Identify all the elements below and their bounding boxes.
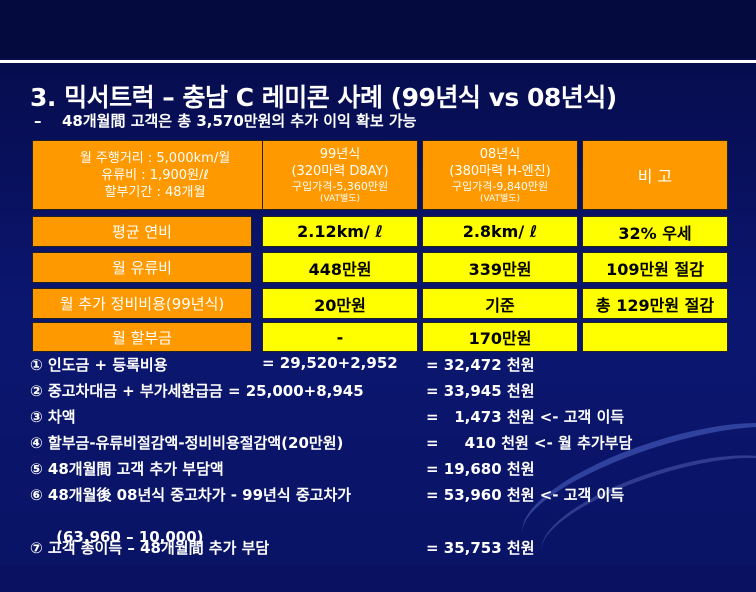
calc-line-5-left: ⑤ 48개월間 고객 추가 부담액	[30, 460, 224, 478]
row-label-fuel-efficiency: 평균 연비	[32, 216, 252, 247]
calc-line-7: ⑦ 고객 총이득 – 48개월間 추가 부담 = 35,753 천원	[30, 537, 535, 558]
subtitle-dash: –	[34, 112, 42, 130]
slide-background	[0, 0, 756, 566]
header-divider	[0, 60, 756, 63]
calc-line-1: ① 인도금 + 등록비용 = 29,520+2,952 = 32,472 천원	[30, 354, 535, 375]
slide-subtitle: – 48개월間 고객은 총 3,570만원의 추가 이익 확보 가능	[34, 110, 416, 131]
row-installment-note	[582, 322, 728, 352]
calc-line-1-right: = 32,472 천원	[426, 356, 535, 374]
calc-line-2: ② 중고차대금 + 부가세환급금 = 25,000+8,945 = 33,945…	[30, 380, 535, 401]
row-installment-99: -	[262, 322, 418, 352]
calc-line-7-left: ⑦ 고객 총이득 – 48개월間 추가 부담	[30, 539, 270, 557]
calc-line-5: ⑤ 48개월間 고객 추가 부담액 = 19,680 천원	[30, 458, 535, 479]
row-fuel-cost-note: 109만원 절감	[582, 252, 728, 283]
calc-line-3-right: = 1,473 천원 <- 고객 이득	[426, 408, 625, 426]
calc-line-3-left: ③ 차액	[30, 408, 76, 426]
calc-line-5-right: = 19,680 천원	[426, 460, 535, 478]
slide-title: 3. 믹서트럭 – 충남 C 레미콘 사례 (99년식 vs 08년식)	[30, 83, 617, 112]
condition-mileage: 월 주행거리 : 5,000km/월	[79, 150, 231, 166]
calc-line-4-left: ④ 할부금-유류비절감액-정비비용절감액(20만원)	[30, 434, 344, 452]
col99-price: 구입가격-5,360만원	[291, 179, 389, 193]
col08-year: 08년식	[479, 146, 521, 162]
row-maintenance-99: 20만원	[262, 288, 418, 319]
condition-installment: 할부기간 : 48개월	[104, 184, 206, 200]
calc-line-7-right: = 35,753 천원	[426, 539, 535, 557]
conditions-header-cell: 월 주행거리 : 5,000km/월 유류비 : 1,900원/ℓ 할부기간 :…	[32, 140, 278, 210]
slide-header-band	[0, 0, 756, 58]
calc-line-6-left: ⑥ 48개월後 08년식 중고차가 - 99년식 중고차가	[30, 486, 352, 504]
subtitle-text: 48개월間 고객은 총 3,570만원의 추가 이익 확보 가능	[62, 112, 417, 130]
calc-line-3: ③ 차액 = 1,473 천원 <- 고객 이득	[30, 406, 624, 427]
col99-header-cell: 99년식 (320마력 D8AY) 구입가격-5,360만원 (VAT별도)	[262, 140, 418, 210]
row-installment-08: 170만원	[422, 322, 578, 352]
row-fuel-cost-08: 339만원	[422, 252, 578, 283]
col99-model: (320마력 D8AY)	[291, 163, 389, 179]
col99-year: 99년식	[319, 146, 361, 162]
calc-line-4: ④ 할부금-유류비절감액-정비비용절감액(20만원) = 410 천원 <- 월…	[30, 432, 632, 453]
calc-line-1-mid: = 29,520+2,952	[262, 354, 398, 372]
calc-line-6-right: = 53,960 천원 <- 고객 이득	[426, 486, 625, 504]
calc-line-6-detail: (63,960 – 10,000)	[30, 510, 204, 546]
row-maintenance-08: 기준	[422, 288, 578, 319]
row-label-installment: 월 할부금	[32, 322, 252, 352]
calc-line-4-right: = 410 천원 <- 월 추가부담	[426, 434, 633, 452]
col08-price: 구입가격-9,840만원	[451, 179, 549, 193]
row-label-maintenance: 월 추가 정비비용(99년식)	[32, 288, 252, 319]
row-fuel-cost-99: 448만원	[262, 252, 418, 283]
calc-line-6-detail-text: (63,960 – 10,000)	[40, 528, 204, 546]
calc-line-1-left: ① 인도금 + 등록비용	[30, 356, 168, 374]
row-fuel-efficiency-note: 32% 우세	[582, 216, 728, 247]
col08-header-cell: 08년식 (380마력 H-엔진) 구입가격-9,840만원 (VAT별도)	[422, 140, 578, 210]
condition-fuel-price: 유류비 : 1,900원/ℓ	[101, 167, 209, 183]
col99-vat: (VAT별도)	[319, 193, 361, 204]
row-fuel-efficiency-08: 2.8km/ ℓ	[422, 216, 578, 247]
calc-line-6: ⑥ 48개월後 08년식 중고차가 - 99년식 중고차가 = 53,960 천…	[30, 484, 624, 505]
calc-line-2-right: = 33,945 천원	[426, 382, 535, 400]
remark-header-cell: 비 고	[582, 140, 728, 210]
col08-model: (380마력 H-엔진)	[449, 163, 551, 179]
row-label-fuel-cost: 월 유류비	[32, 252, 252, 283]
calc-line-2-left: ② 중고차대금 + 부가세환급금 = 25,000+8,945	[30, 382, 364, 400]
row-maintenance-note: 총 129만원 절감	[582, 288, 728, 319]
row-fuel-efficiency-99: 2.12km/ ℓ	[262, 216, 418, 247]
col08-vat: (VAT별도)	[479, 193, 521, 204]
